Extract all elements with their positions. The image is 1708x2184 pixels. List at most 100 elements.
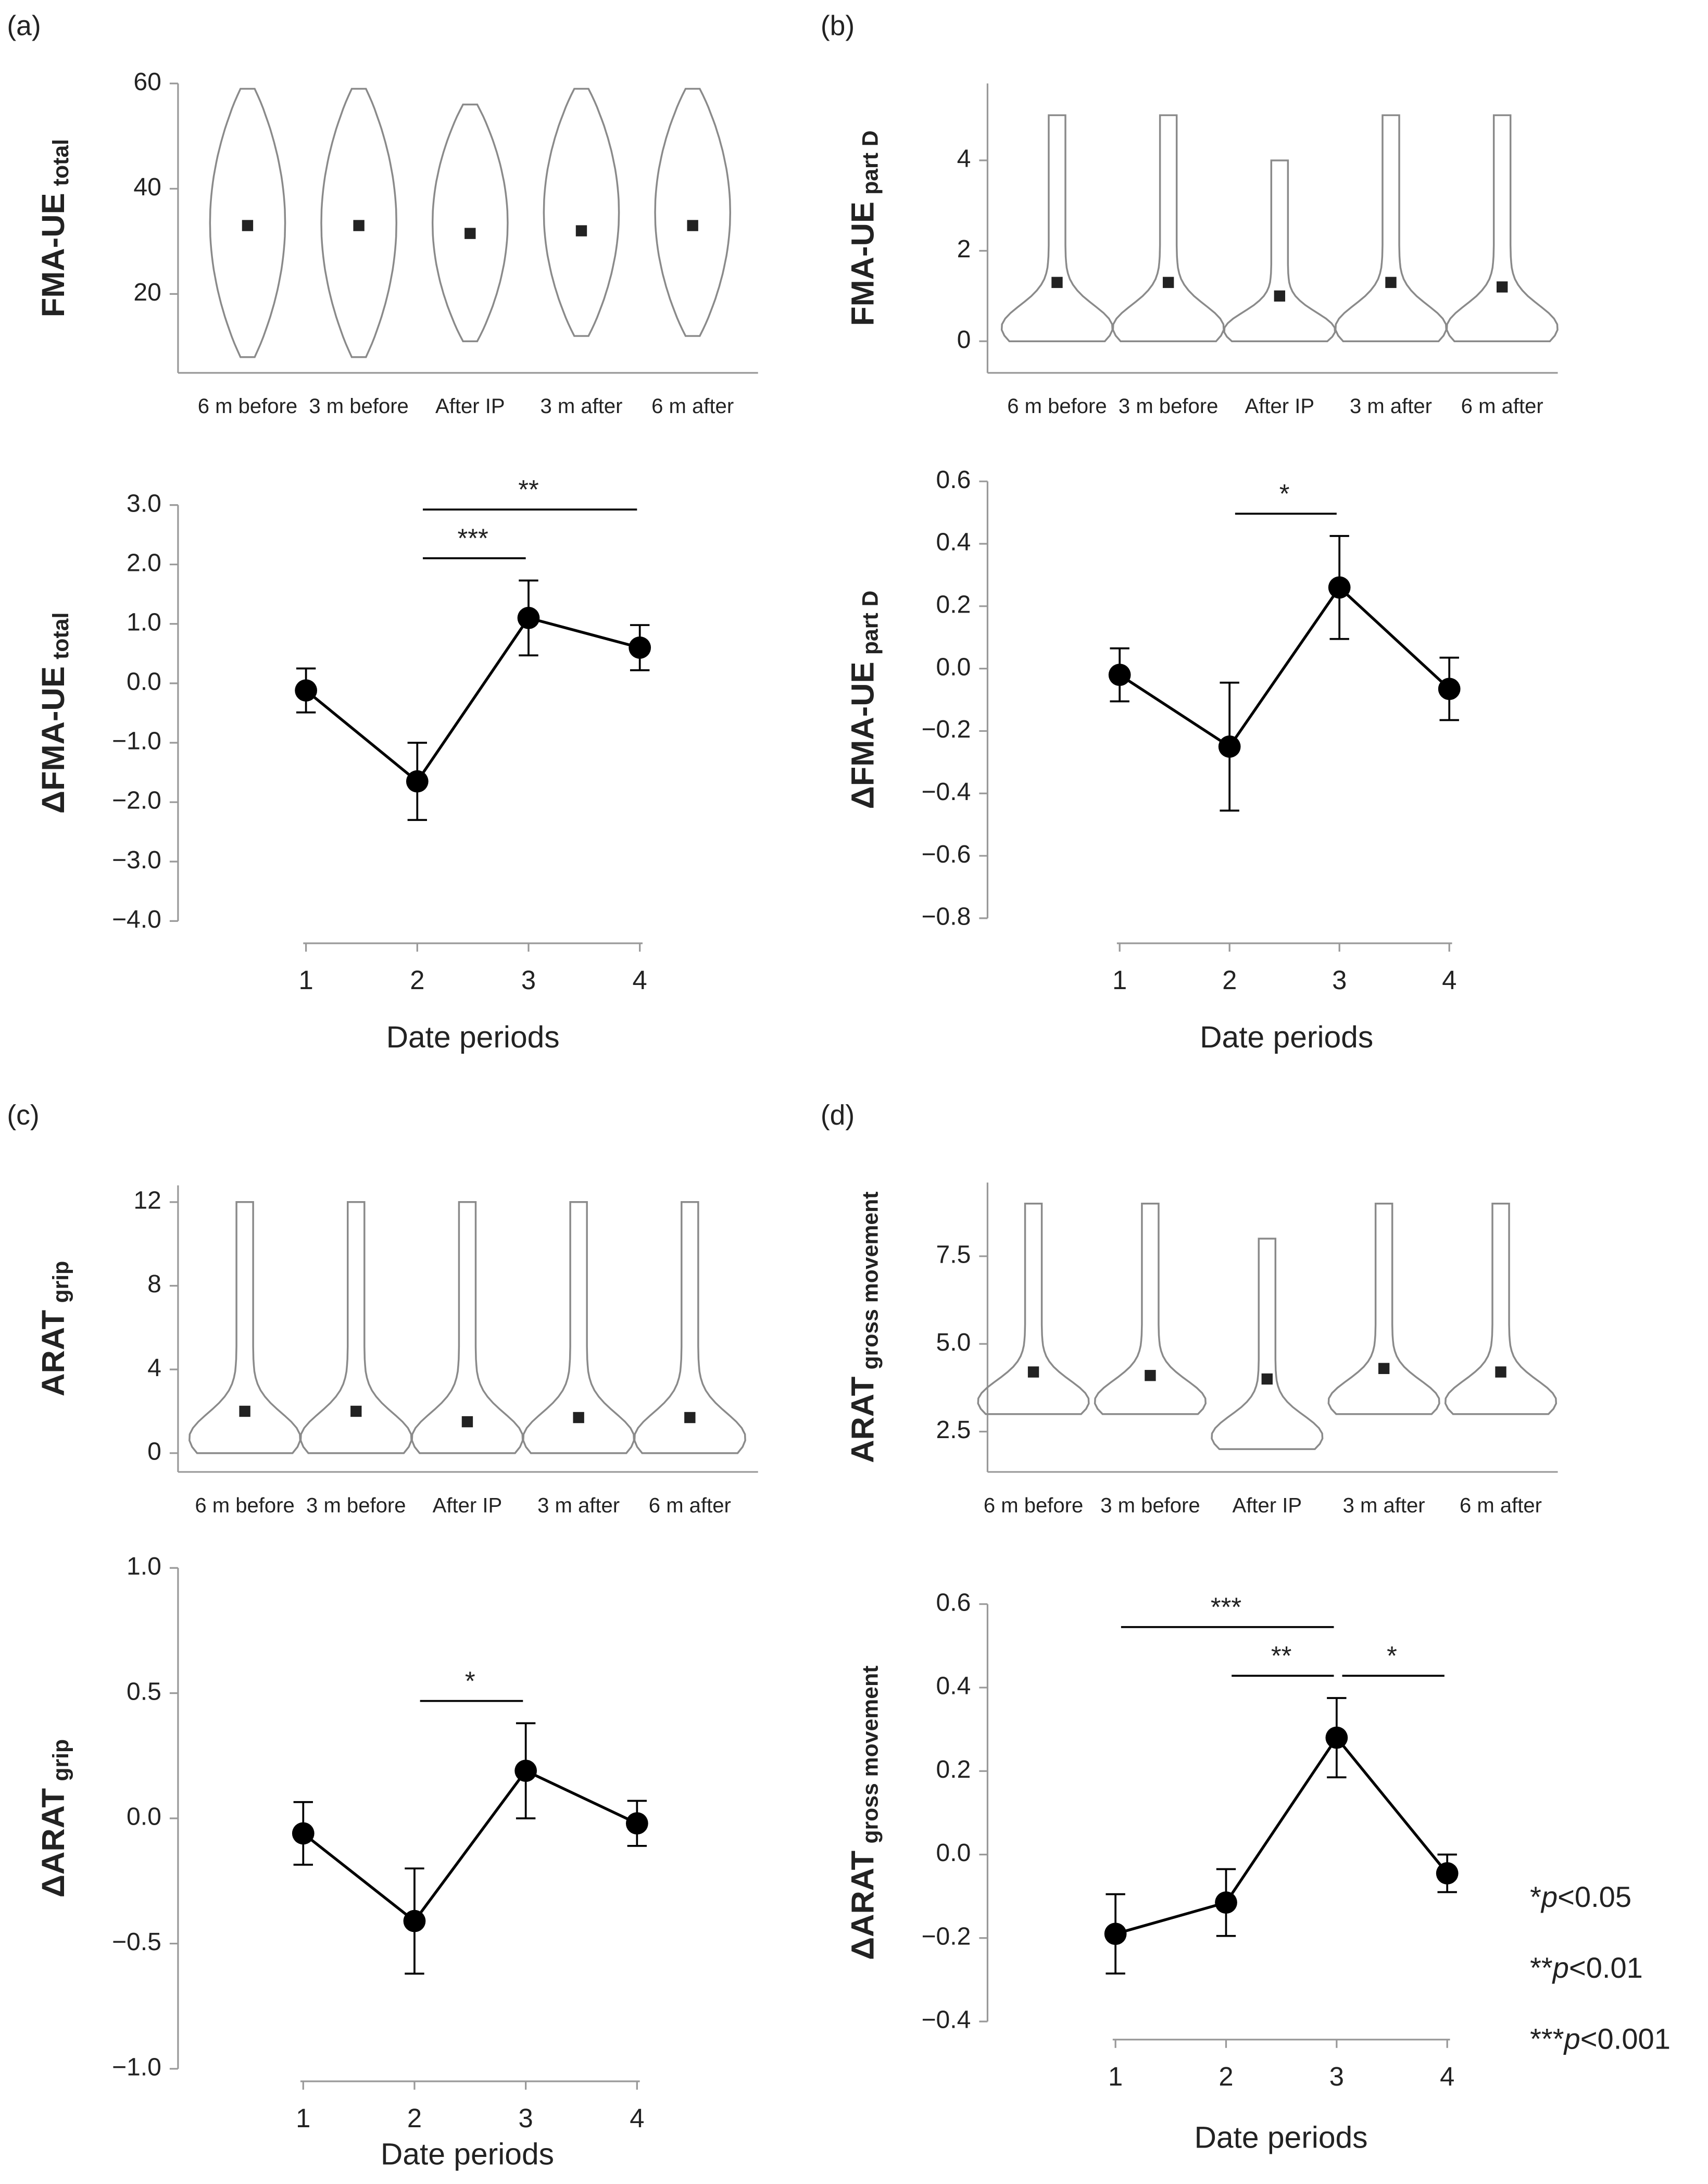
mean-marker xyxy=(684,1412,696,1424)
y-axis-label-sub: grip xyxy=(48,1739,73,1781)
x-tick-label: 3 m before xyxy=(306,1494,406,1517)
legend-p: p xyxy=(1552,1951,1569,1984)
legend-stars: * xyxy=(1530,1880,1541,1913)
x-tick-label: 3 xyxy=(521,965,536,995)
y-tick-label: 0 xyxy=(957,326,971,354)
panel-label: (a) xyxy=(7,11,41,42)
y-tick-label: 8 xyxy=(147,1270,161,1298)
y-axis-label: ΔARAT grip xyxy=(35,1739,73,1898)
violin xyxy=(411,1201,524,1454)
legend-threshold: <0.01 xyxy=(1569,1951,1643,1984)
mean-marker xyxy=(1274,290,1286,302)
panel-label: (b) xyxy=(821,11,855,42)
x-tick-label: 6 m after xyxy=(1461,395,1543,418)
x-tick-label: 3 xyxy=(519,2103,533,2133)
legend-p: p xyxy=(1563,2022,1580,2055)
violin xyxy=(543,88,620,337)
violin xyxy=(654,88,732,337)
significance-label: ** xyxy=(1271,1641,1292,1670)
y-axis-label-main: ΔARAT xyxy=(35,1788,71,1898)
y-axis-label: ARAT gross movement xyxy=(845,1192,883,1463)
x-tick-label: 3 m after xyxy=(540,395,622,418)
data-point xyxy=(514,1759,537,1782)
data-point xyxy=(1108,664,1131,686)
y-tick-label: −3.0 xyxy=(112,846,161,874)
y-tick-label: 4 xyxy=(957,145,971,173)
panel-label: (d) xyxy=(821,1100,855,1131)
violin xyxy=(1211,1238,1324,1450)
data-point xyxy=(517,607,540,629)
y-tick-label: 0.0 xyxy=(936,653,971,681)
mean-marker xyxy=(1497,281,1508,293)
x-tick-label: After IP xyxy=(435,395,505,418)
y-tick-label: 2 xyxy=(957,235,971,263)
data-point xyxy=(403,1910,426,1932)
x-tick-label: 4 xyxy=(1440,2062,1454,2091)
x-tick-label: 6 m after xyxy=(651,395,734,418)
series-line xyxy=(302,1769,638,1923)
significance-label: *** xyxy=(1211,1592,1241,1621)
mean-marker xyxy=(239,1405,250,1417)
y-axis-label: ΔARAT gross movement xyxy=(845,1666,883,1960)
y-axis-label-sub: gross movement xyxy=(858,1192,883,1370)
y-axis-label: ARAT grip xyxy=(35,1261,73,1396)
mean-marker xyxy=(464,228,476,239)
y-tick-label: −0.4 xyxy=(921,2006,971,2034)
violin xyxy=(209,88,286,358)
series-line xyxy=(305,616,640,784)
y-tick-label: 1.0 xyxy=(127,608,161,636)
y-tick-label: 0 xyxy=(147,1438,161,1466)
violin xyxy=(299,1201,412,1454)
significance-legend-item: ***p<0.001 xyxy=(1530,2022,1671,2055)
y-axis-label-sub: total xyxy=(48,613,73,659)
y-tick-label: 0.0 xyxy=(936,1839,971,1867)
y-tick-label: 0.2 xyxy=(936,1755,971,1783)
mean-marker xyxy=(1051,277,1063,288)
x-tick-label: 3 m before xyxy=(1119,395,1218,418)
legend-threshold: <0.05 xyxy=(1558,1880,1631,1913)
y-tick-label: 2.0 xyxy=(127,548,161,577)
y-axis-label: FMA-UE total xyxy=(35,139,73,317)
x-tick-label: 2 xyxy=(407,2103,422,2133)
x-tick-label: 1 xyxy=(296,2103,310,2133)
x-tick-label: 1 xyxy=(299,965,313,995)
y-axis-label-main: ΔFMA-UE xyxy=(845,662,881,809)
y-axis-label: ΔFMA-UE part D xyxy=(845,591,883,809)
x-tick-label: 2 xyxy=(1222,965,1237,995)
mean-marker xyxy=(1385,277,1397,288)
x-tick-label: 3 m before xyxy=(1100,1494,1200,1517)
y-tick-label: 0.2 xyxy=(936,591,971,619)
y-tick-label: −0.8 xyxy=(921,903,971,931)
y-tick-label: 1.0 xyxy=(127,1552,161,1580)
y-tick-label: 40 xyxy=(133,173,161,201)
significance-label: * xyxy=(1279,479,1290,508)
violin xyxy=(320,88,397,358)
violin xyxy=(1112,114,1225,342)
y-tick-label: 0.6 xyxy=(936,466,971,494)
data-point xyxy=(1438,678,1461,700)
y-axis-label-sub: part D xyxy=(858,130,883,194)
y-tick-label: −0.6 xyxy=(921,840,971,868)
data-point xyxy=(1104,1923,1127,1945)
mean-marker xyxy=(242,220,254,231)
x-tick-label: 4 xyxy=(630,2103,644,2133)
violin xyxy=(633,1201,746,1454)
mean-marker xyxy=(353,220,365,231)
x-tick-label: 3 m after xyxy=(1343,1494,1425,1517)
y-axis-label-main: FMA-UE xyxy=(845,202,881,326)
violin xyxy=(189,1201,302,1454)
significance-label: * xyxy=(1387,1641,1397,1670)
y-axis-label: ΔFMA-UE total xyxy=(35,613,73,814)
significance-label: *** xyxy=(458,523,488,553)
x-axis-label: Date periods xyxy=(1200,1020,1373,1054)
y-axis-label-main: ARAT xyxy=(35,1310,71,1396)
x-tick-label: 2 xyxy=(1219,2062,1233,2091)
data-point xyxy=(292,1822,315,1845)
y-tick-label: 0.0 xyxy=(127,1803,161,1831)
y-tick-label: −0.2 xyxy=(921,1922,971,1950)
x-tick-label: 3 m after xyxy=(1350,395,1432,418)
legend-threshold: <0.001 xyxy=(1580,2022,1671,2055)
y-axis-label-main: ΔARAT xyxy=(845,1851,881,1960)
data-point xyxy=(1215,1891,1237,1914)
